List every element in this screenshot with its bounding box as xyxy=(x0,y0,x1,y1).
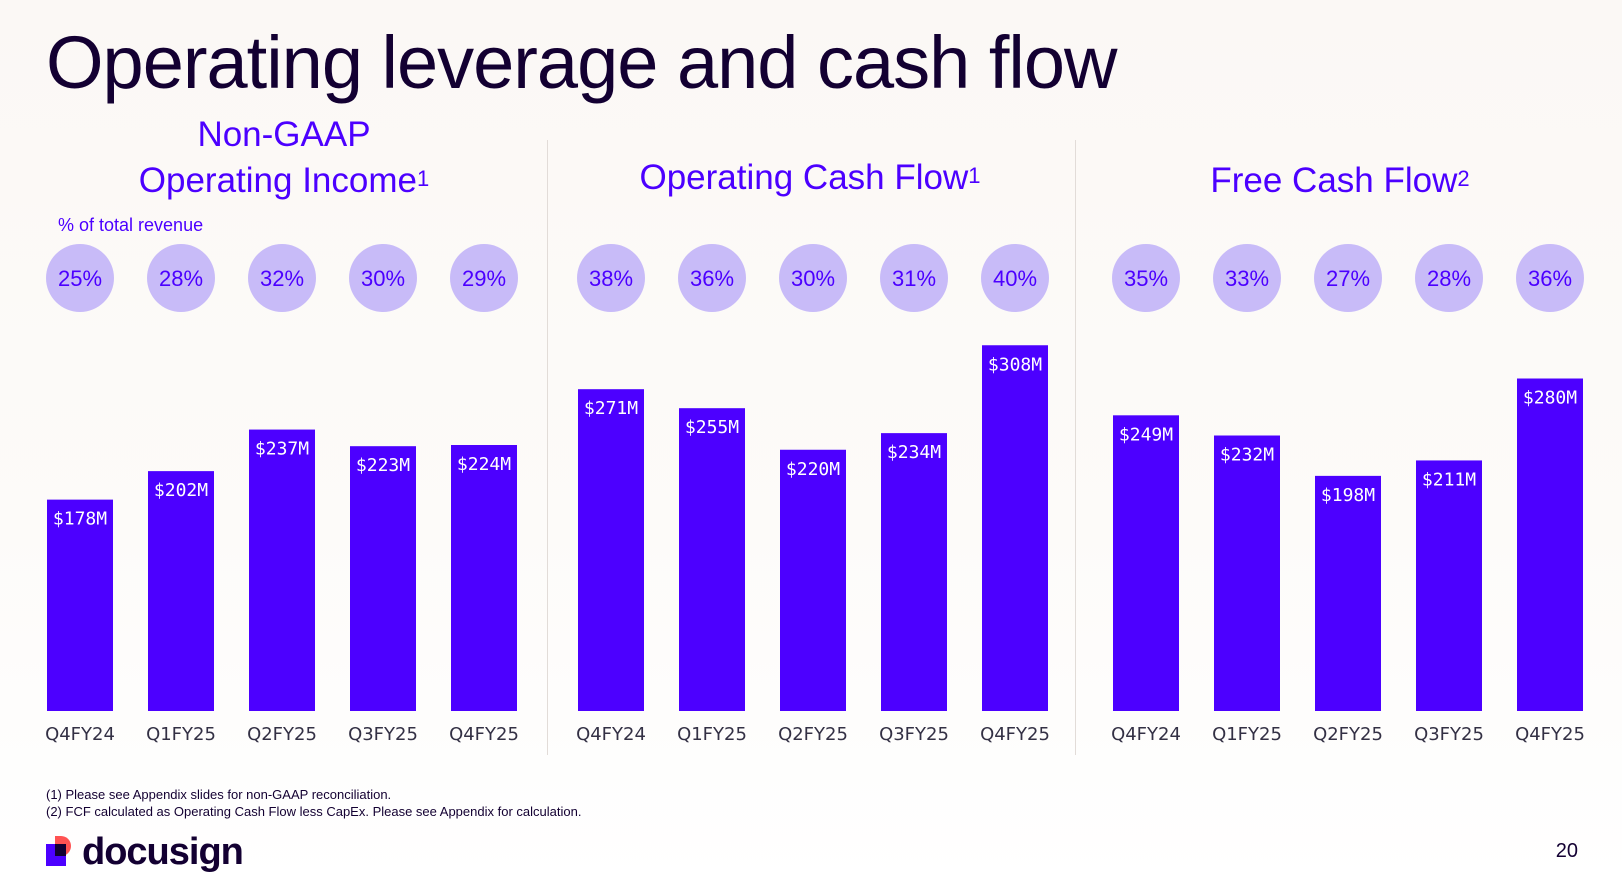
footnote-2: (2) FCF calculated as Operating Cash Flo… xyxy=(46,804,582,819)
category-label: Q4FY25 xyxy=(1515,724,1585,745)
pct-label: 38% xyxy=(589,266,633,291)
category-label: Q2FY25 xyxy=(1313,724,1383,745)
docusign-logo-text: docusign xyxy=(82,830,244,873)
bar-value-label: $198M xyxy=(1321,485,1375,506)
pct-badge xyxy=(880,244,948,312)
bar xyxy=(1113,415,1179,711)
bar xyxy=(982,345,1048,711)
category-label: Q1FY25 xyxy=(677,724,747,745)
bar xyxy=(350,446,416,711)
pct-badge xyxy=(349,244,417,312)
pct-badge xyxy=(248,244,316,312)
bar-value-label: $178M xyxy=(53,509,107,530)
category-label: Q3FY25 xyxy=(348,724,418,745)
category-label: Q3FY25 xyxy=(879,724,949,745)
pct-caption: % of total revenue xyxy=(58,215,204,235)
panel-title-line1: Non-GAAP xyxy=(197,115,371,154)
bar xyxy=(780,449,846,711)
panel-title-line2: Operating Income1 xyxy=(138,161,430,200)
pct-label: 30% xyxy=(361,266,405,291)
pct-badge xyxy=(450,244,518,312)
bar-value-label: $249M xyxy=(1119,424,1173,445)
panel-title-operating-income: Non-GAAP Operating Income1 xyxy=(134,112,434,204)
pct-label: 36% xyxy=(690,266,734,291)
pct-label: 35% xyxy=(1124,266,1168,291)
docusign-logo: docusign xyxy=(46,830,244,873)
category-label: Q2FY25 xyxy=(247,724,317,745)
bar xyxy=(1315,475,1381,711)
panel-title-operating-cash-flow: Operating Cash Flow1 xyxy=(639,158,981,197)
bar-value-label: $211M xyxy=(1422,469,1476,490)
bar-value-label: $271M xyxy=(584,398,638,419)
pct-label: 25% xyxy=(58,266,102,291)
bar xyxy=(1214,435,1280,711)
category-label: Q4FY24 xyxy=(1111,724,1181,745)
pct-label: 30% xyxy=(791,266,835,291)
bar-value-label: $223M xyxy=(356,455,410,476)
footnotes: (1) Please see Appendix slides for non-G… xyxy=(46,786,581,820)
category-label: Q1FY25 xyxy=(146,724,216,745)
pct-label: 27% xyxy=(1326,266,1370,291)
bar xyxy=(249,429,315,711)
pct-badge xyxy=(46,244,114,312)
bar-value-label: $202M xyxy=(154,480,208,501)
category-label: Q4FY24 xyxy=(45,724,115,745)
pct-badge xyxy=(147,244,215,312)
bar-value-label: $232M xyxy=(1220,445,1274,466)
pct-label: 33% xyxy=(1225,266,1269,291)
bar xyxy=(679,408,745,711)
bar-value-label: $280M xyxy=(1523,388,1577,409)
panel-divider-1 xyxy=(547,140,548,755)
bar-value-label: $224M xyxy=(457,454,511,475)
category-label: Q2FY25 xyxy=(778,724,848,745)
bar xyxy=(451,445,517,711)
pct-badge xyxy=(1415,244,1483,312)
pct-label: 28% xyxy=(159,266,203,291)
footnote-1: (1) Please see Appendix slides for non-G… xyxy=(46,787,392,802)
pct-badge xyxy=(577,244,645,312)
bar-value-label: $255M xyxy=(685,417,739,438)
pct-label: 40% xyxy=(993,266,1037,291)
panel-divider-2 xyxy=(1075,140,1076,755)
category-label: Q4FY25 xyxy=(449,724,519,745)
category-label: Q4FY24 xyxy=(576,724,646,745)
bar xyxy=(1416,460,1482,711)
pct-badge xyxy=(1516,244,1584,312)
bar xyxy=(881,433,947,711)
pct-badge xyxy=(981,244,1049,312)
docusign-logo-icon xyxy=(46,836,76,868)
pct-badge xyxy=(1213,244,1281,312)
pct-label: 36% xyxy=(1528,266,1572,291)
bar xyxy=(47,499,113,711)
bar-value-label: $308M xyxy=(988,354,1042,375)
category-label: Q1FY25 xyxy=(1212,724,1282,745)
category-label: Q4FY25 xyxy=(980,724,1050,745)
bar-value-label: $237M xyxy=(255,439,309,460)
pct-label: 32% xyxy=(260,266,304,291)
bar xyxy=(578,389,644,711)
pct-badge xyxy=(1112,244,1180,312)
pct-badge xyxy=(678,244,746,312)
bar-value-label: $234M xyxy=(887,442,941,463)
category-label: Q3FY25 xyxy=(1414,724,1484,745)
page-number: 20 xyxy=(1555,840,1578,862)
pct-label: 31% xyxy=(892,266,936,291)
pct-badge xyxy=(1314,244,1382,312)
pct-label: 29% xyxy=(462,266,506,291)
bar-value-label: $220M xyxy=(786,459,840,480)
page-title: Operating leverage and cash flow xyxy=(46,21,1117,104)
bar xyxy=(148,471,214,711)
bar xyxy=(1517,378,1583,711)
pct-badge xyxy=(779,244,847,312)
panel-title-free-cash-flow: Free Cash Flow2 xyxy=(1210,161,1470,200)
pct-label: 28% xyxy=(1427,266,1471,291)
